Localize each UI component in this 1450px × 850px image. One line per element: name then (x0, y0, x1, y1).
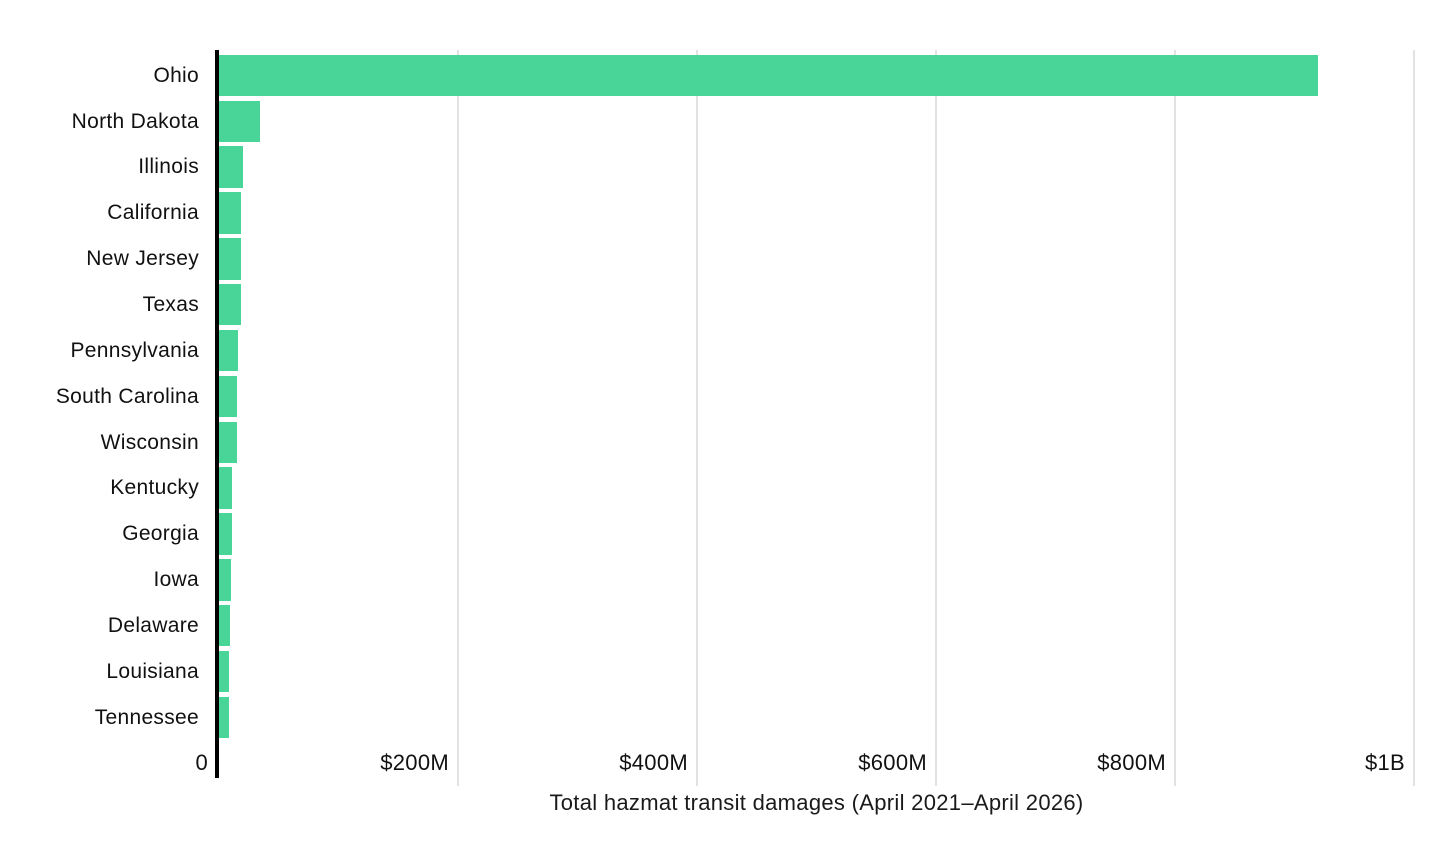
bar-iowa (219, 559, 231, 601)
y-axis-label-ohio: Ohio (153, 63, 199, 87)
y-axis-label-iowa: Iowa (153, 568, 199, 592)
y-axis-label-tennessee: Tennessee (94, 705, 199, 729)
x-tick-600m: $600M (858, 750, 927, 775)
bar-georgia (219, 513, 232, 555)
bar-wisconsin (219, 421, 237, 463)
gridline-800m (1174, 50, 1176, 786)
y-axis-label-pennsylvania: Pennsylvania (70, 338, 199, 362)
gridline-200m (457, 50, 459, 786)
x-tick-0: 0 (195, 750, 208, 775)
x-tick-1b: $1B (1364, 750, 1405, 775)
y-axis-label-kentucky: Kentucky (110, 476, 199, 500)
y-axis-label-wisconsin: Wisconsin (100, 430, 199, 454)
y-axis-label-texas: Texas (142, 292, 199, 316)
x-axis-title: Total hazmat transit damages (April 2021… (549, 790, 1084, 815)
bar-california (219, 192, 242, 234)
gridline-400m (696, 50, 698, 786)
bar-delaware (219, 604, 231, 647)
bar-pennsylvania (219, 329, 239, 372)
bar-new-jersey (219, 238, 242, 280)
y-axis-label-california: California (107, 201, 199, 225)
bar-louisiana (219, 650, 230, 693)
y-axis-label-south-carolina: South Carolina (55, 384, 199, 408)
gridline-600m (935, 50, 937, 786)
y-axis-label-georgia: Georgia (122, 522, 199, 546)
bar-texas (219, 283, 241, 326)
bar-illinois (219, 146, 243, 188)
bar-tennessee (219, 696, 229, 739)
y-axis-label-louisiana: Louisiana (106, 659, 199, 683)
y-axis-label-new-jersey: New Jersey (86, 247, 199, 271)
x-tick-200m: $200M (380, 750, 449, 775)
bar-south-carolina (219, 375, 237, 418)
gridline-1b (1413, 50, 1415, 786)
bar-north-dakota (219, 100, 260, 143)
bar-ohio (219, 54, 1319, 97)
x-tick-800m: $800M (1097, 750, 1166, 775)
bar-kentucky (219, 467, 233, 509)
y-axis-label-delaware: Delaware (107, 613, 199, 637)
y-axis-line (215, 50, 219, 778)
y-axis-label-north-dakota: North Dakota (71, 109, 199, 133)
x-tick-400m: $400M (619, 750, 688, 775)
y-axis-label-illinois: Illinois (138, 155, 199, 179)
